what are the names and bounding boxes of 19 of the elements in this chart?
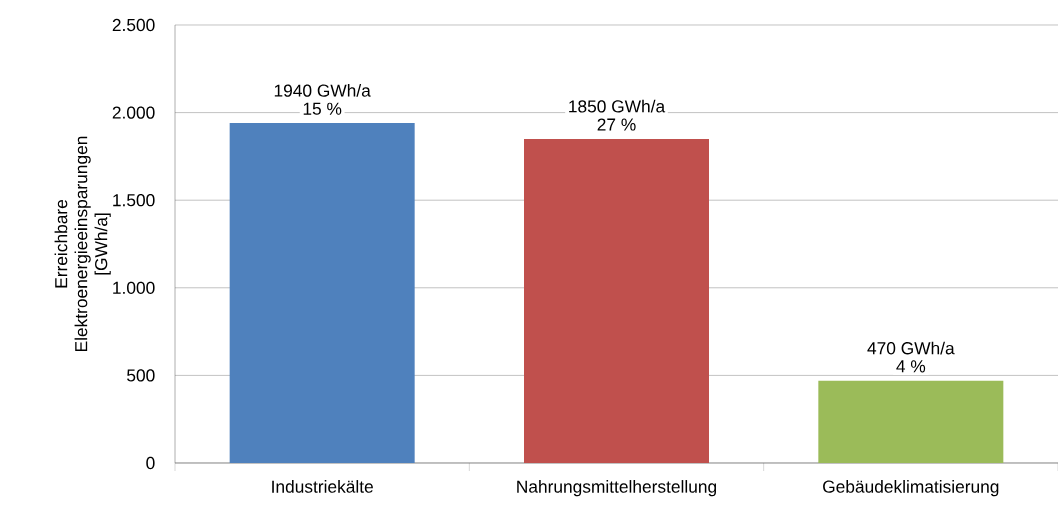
bar: [229, 123, 415, 463]
data-label: 470 GWh/a: [867, 341, 955, 355]
y-tick-label: 1.000: [113, 281, 155, 294]
y-tick-label: 2.000: [112, 106, 155, 119]
bar: [524, 138, 709, 463]
bar: [818, 380, 1004, 463]
annotation: 27 %: [597, 118, 636, 131]
annotation: 15 %: [303, 102, 342, 115]
x-tick-label: Nahrungsmittelherstellung: [517, 480, 717, 497]
y-tick-label: 0: [146, 456, 155, 470]
x-tick-label: Industriekälte: [272, 480, 373, 493]
y-tick-label: 2.500: [112, 18, 155, 32]
y-axis-title: Erreichbare Elektroenergieeinsparungen [GWh/a]: [54, 136, 111, 351]
y-tick-label: 500: [127, 369, 155, 382]
y-tick-label: 1.500: [113, 194, 155, 207]
x-tick-label: Gebäudeklimatisierung: [823, 480, 999, 497]
annotation: 4 %: [896, 360, 926, 373]
data-label: 1940 GWh/a: [274, 84, 371, 97]
data-label: 1850 GWh/a: [569, 99, 666, 113]
